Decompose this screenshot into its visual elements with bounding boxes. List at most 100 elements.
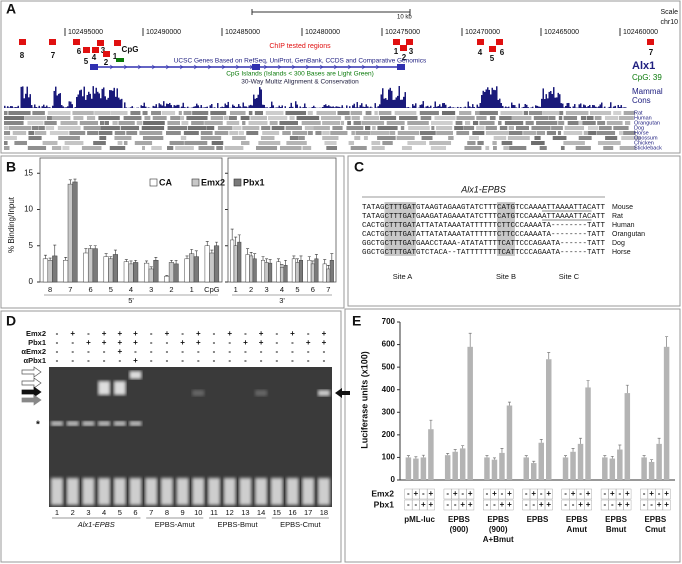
alignment-block	[493, 146, 497, 150]
chip-label: 3	[101, 46, 106, 55]
alignment-block	[613, 111, 622, 115]
alignment-block	[419, 131, 436, 135]
x-tick-label: 7	[326, 285, 330, 294]
conservation-bar	[7, 106, 9, 108]
conservation-bar	[311, 106, 313, 108]
sign: -	[603, 489, 606, 498]
conservation-bar	[617, 104, 619, 108]
alignment-block	[151, 111, 162, 115]
conservation-bar	[98, 93, 100, 108]
bar	[641, 457, 647, 480]
shift-band	[192, 390, 205, 396]
conservation-bar	[512, 104, 514, 108]
gene-strand	[361, 64, 366, 70]
conservation-bar	[506, 107, 508, 108]
x-tick-label: 8	[48, 285, 52, 294]
conservation-bar	[182, 102, 184, 108]
condition-cell	[544, 499, 553, 511]
x-tick-label: 2	[249, 285, 253, 294]
y-tick-label: 600	[382, 340, 396, 349]
sign: -	[422, 489, 425, 498]
alignment-block	[399, 116, 418, 120]
alignment-block	[493, 136, 507, 140]
chip-region	[92, 47, 99, 53]
alignment-block	[49, 131, 69, 135]
bar	[189, 253, 195, 283]
error-bar	[149, 266, 153, 269]
alignment-block	[289, 136, 299, 140]
bar	[405, 457, 412, 480]
sign: -	[166, 356, 169, 365]
free-probe	[239, 478, 252, 505]
legend-label: Pbx1	[243, 177, 265, 187]
sign: -	[307, 356, 310, 365]
alignment-block	[285, 126, 302, 130]
alignment-block	[378, 111, 392, 115]
conservation-bar	[346, 105, 348, 108]
conservation-bar	[436, 106, 438, 108]
alignment-block	[501, 141, 513, 145]
alignment-block	[292, 131, 308, 135]
alignment-block	[104, 121, 109, 125]
conservation-bar	[211, 104, 213, 108]
conservation-bar	[59, 93, 61, 108]
panel-b-frame	[0, 155, 345, 309]
conservation-bar	[113, 87, 115, 108]
row-label: αPbx1	[23, 356, 46, 365]
legend-swatch	[149, 178, 158, 187]
conservation-bar	[83, 86, 85, 108]
bar	[264, 262, 269, 283]
y-tick-label: 0	[29, 277, 34, 286]
alignment-block	[31, 126, 39, 130]
alignment-block	[589, 111, 612, 115]
conservation-bar	[469, 106, 471, 108]
conservation-bar	[166, 103, 168, 108]
alignment-block	[169, 141, 184, 145]
alignment-block	[588, 126, 599, 130]
conservation-bar	[94, 93, 96, 108]
error-bar	[665, 336, 669, 347]
sign: +	[586, 489, 591, 498]
conservation-bar	[277, 107, 279, 108]
free-probe	[192, 478, 205, 505]
alignment-block	[448, 136, 454, 140]
alignment-block	[536, 131, 546, 135]
conservation-bar	[488, 89, 490, 108]
alignment-block	[206, 126, 215, 130]
conservation-bar	[382, 88, 384, 108]
alignment-block	[419, 111, 439, 115]
sign: +	[421, 500, 426, 509]
alignment-block	[224, 146, 244, 150]
panel-e-frame	[344, 308, 681, 563]
group-label: EPBS	[487, 515, 509, 524]
cons-label: Cons	[632, 96, 651, 105]
alignment-block	[508, 126, 514, 130]
alignment-block	[198, 146, 215, 150]
error-bar	[507, 401, 511, 406]
alignment-block	[47, 111, 71, 115]
conservation-bar	[143, 102, 145, 108]
legend-swatch	[191, 178, 200, 187]
conservation-bar	[367, 106, 369, 108]
alignment-block	[346, 126, 364, 130]
bar	[413, 458, 419, 480]
bar	[173, 263, 179, 283]
conservation-bar	[559, 94, 561, 108]
conservation-bar	[44, 106, 46, 108]
sign: -	[181, 347, 184, 356]
conservation-bar	[530, 107, 532, 108]
sign: -	[579, 489, 582, 498]
alignment-block	[606, 121, 623, 125]
conservation-bar	[116, 88, 118, 108]
conservation-bar	[164, 106, 166, 108]
alignment-block	[363, 136, 368, 140]
alignment-block	[604, 116, 619, 120]
gene-strand	[109, 64, 114, 70]
panel-c-frame	[347, 155, 681, 307]
gene-strand	[235, 64, 240, 70]
conservation-bar	[254, 98, 256, 108]
lane-number: 14	[257, 508, 265, 517]
conservation-bar	[421, 104, 423, 108]
conservation-bar	[574, 104, 576, 108]
alignment-block	[246, 131, 259, 135]
